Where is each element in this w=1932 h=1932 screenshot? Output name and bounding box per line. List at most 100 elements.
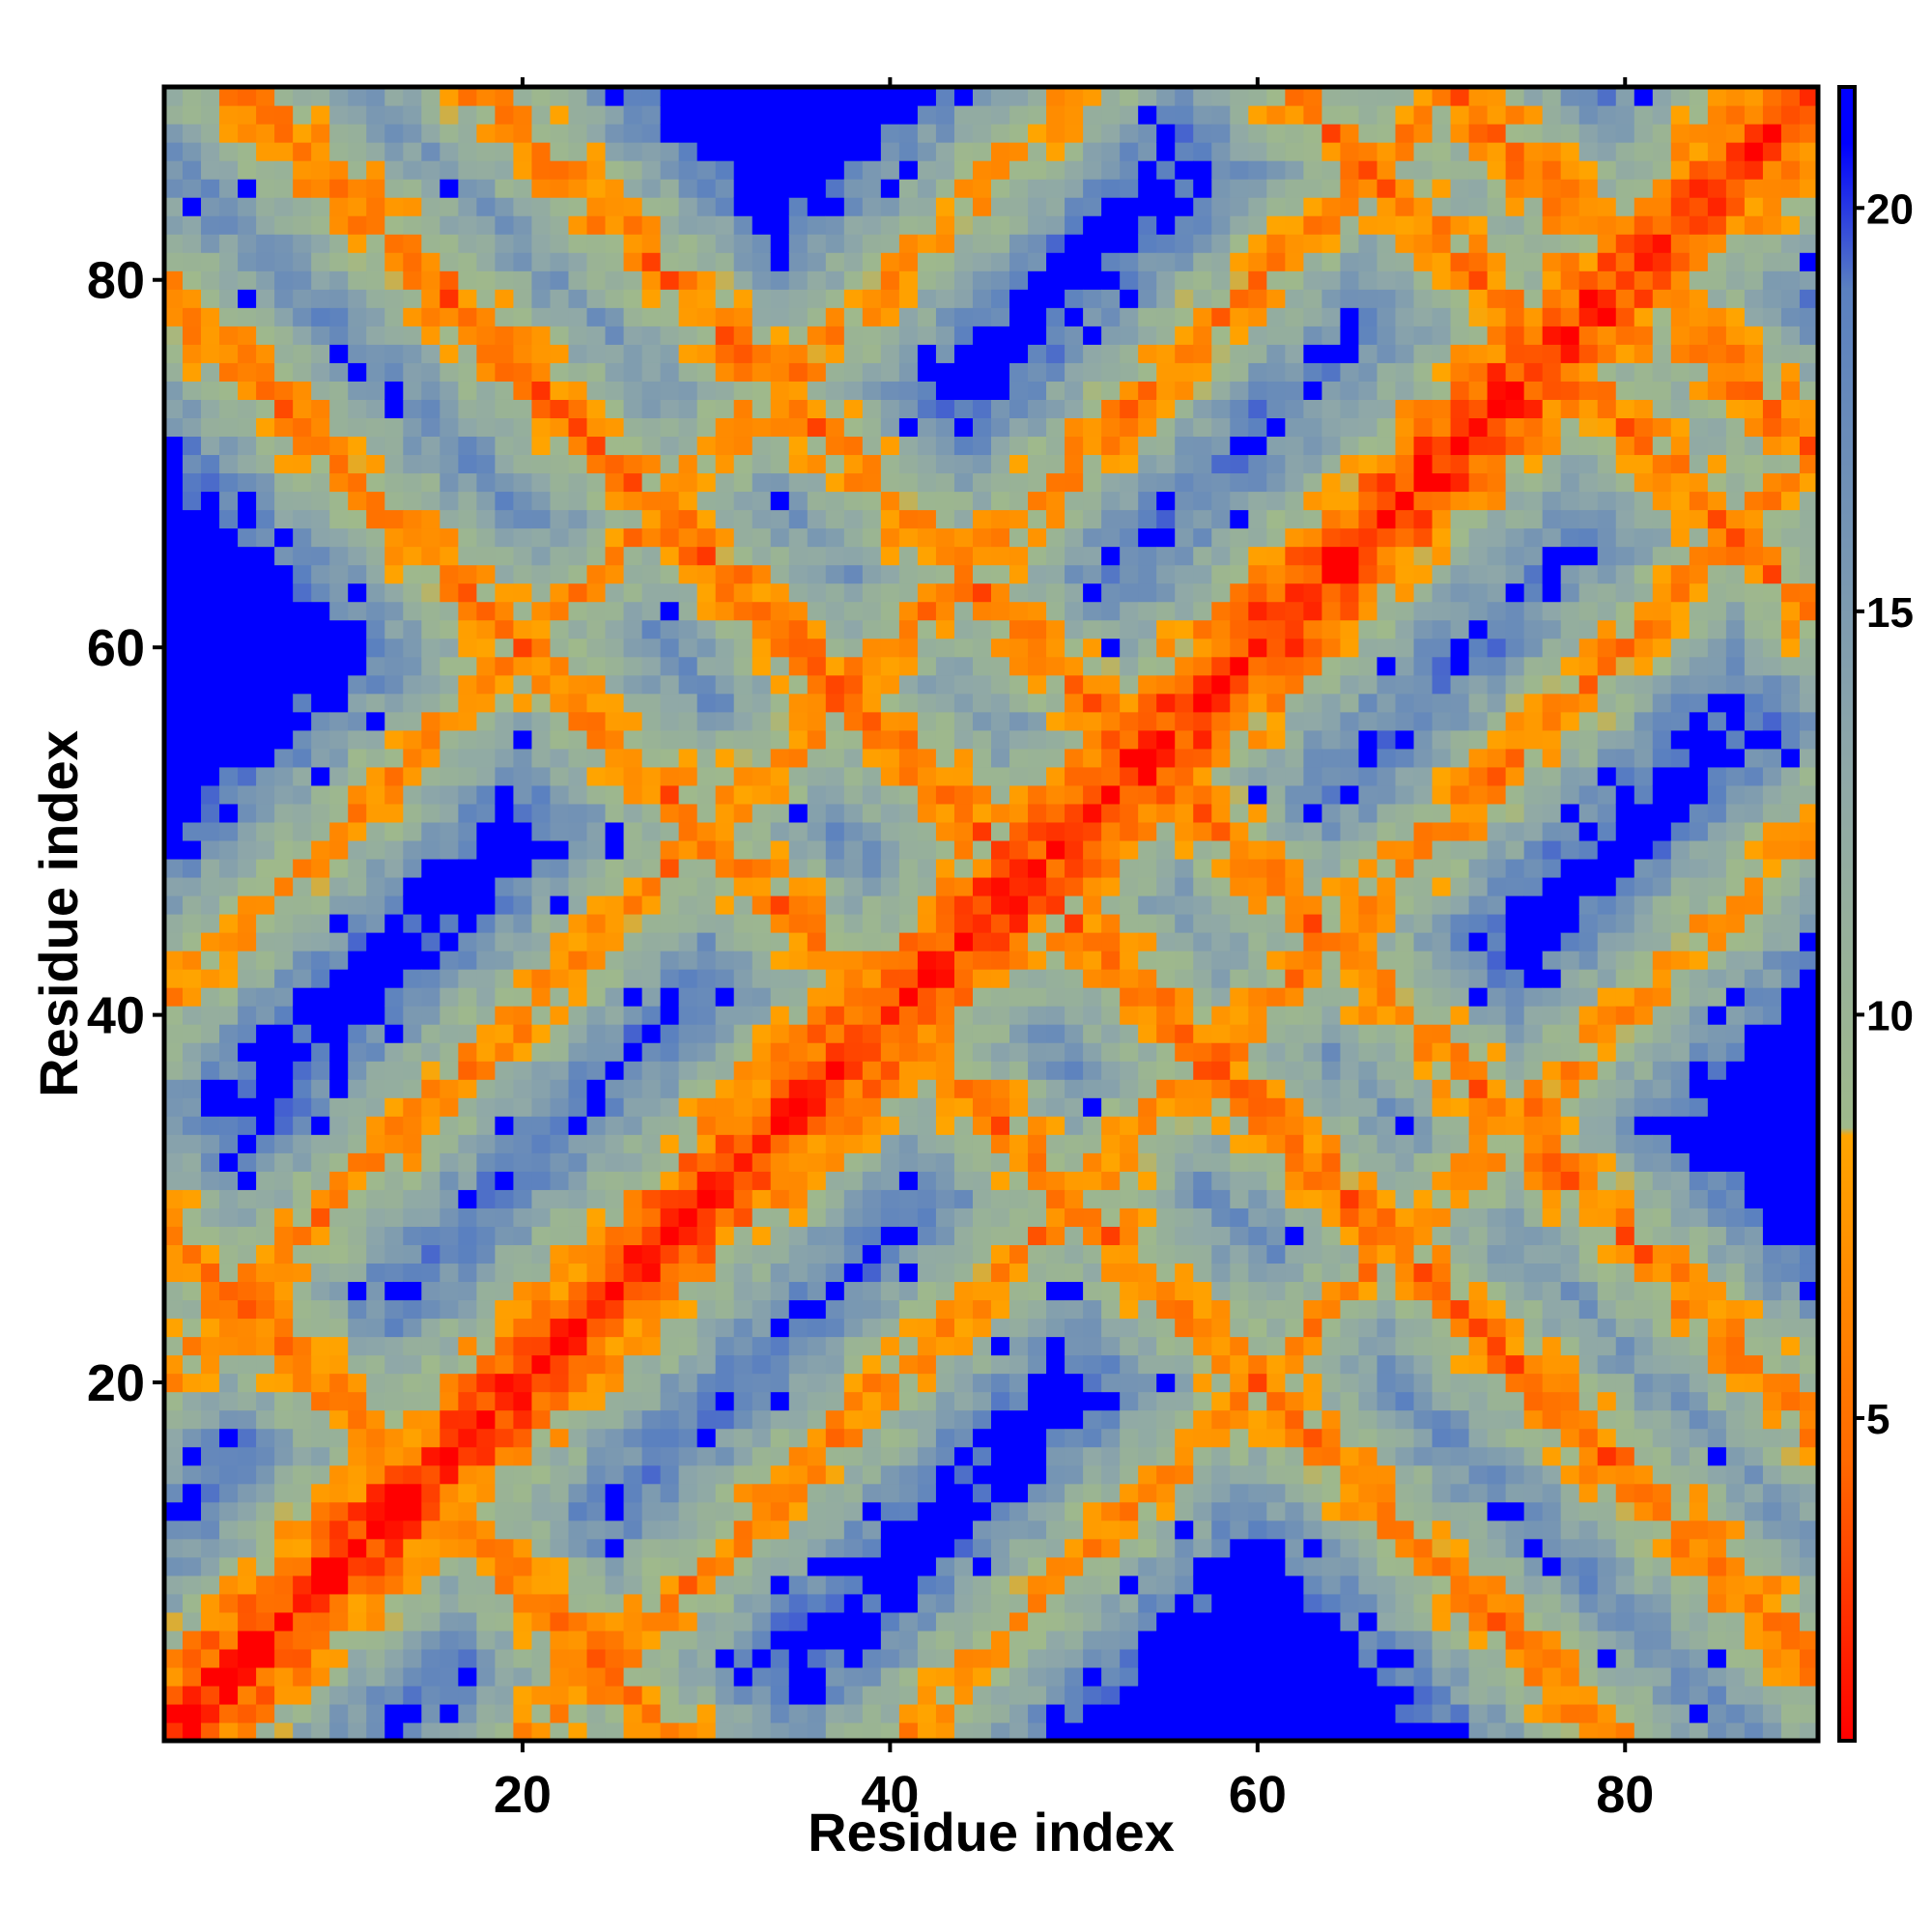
heatmap-cell (1138, 766, 1157, 786)
heatmap-cell (256, 876, 275, 896)
heatmap-cell (1101, 509, 1121, 529)
heatmap-cell (440, 1097, 459, 1117)
heatmap-cell (1120, 105, 1139, 125)
heatmap-cell (568, 1024, 588, 1043)
heatmap-cell (348, 1556, 367, 1577)
heatmap-cell (421, 711, 440, 731)
heatmap-cell (531, 1391, 552, 1411)
heatmap-cell (219, 601, 239, 621)
heatmap-cell (991, 179, 1010, 198)
heatmap-cell (898, 951, 919, 970)
heatmap-cell (311, 1721, 330, 1742)
heatmap-cell (972, 914, 992, 933)
heatmap-cell (1120, 1354, 1139, 1375)
heatmap-cell (696, 1024, 717, 1043)
heatmap-cell (678, 1061, 698, 1080)
heatmap-cell (953, 729, 974, 750)
heatmap-cell (219, 1079, 239, 1098)
heatmap-cell (917, 895, 937, 915)
heatmap-cell (1175, 1097, 1194, 1117)
heatmap-cell (660, 987, 680, 1007)
heatmap-cell (238, 839, 257, 860)
heatmap-cell (403, 858, 422, 878)
heatmap-cell (880, 1464, 900, 1485)
heatmap-cell (1156, 381, 1176, 400)
heatmap-cell (898, 1208, 919, 1227)
heatmap-cell (843, 619, 864, 639)
heatmap-cell (348, 729, 367, 750)
heatmap-cell (256, 234, 275, 253)
heatmap-cell (733, 381, 753, 400)
heatmap-cell (183, 582, 202, 603)
heatmap-cell (421, 1648, 440, 1668)
heatmap-cell (1138, 142, 1157, 161)
heatmap-cell (880, 1685, 900, 1705)
heatmap-cell (641, 914, 662, 933)
heatmap-cell (1175, 1520, 1194, 1540)
heatmap-cell (953, 234, 974, 253)
heatmap-cell (733, 1152, 753, 1172)
heatmap-cell (256, 821, 275, 841)
heatmap-cell (238, 1391, 257, 1411)
heatmap-cell (568, 1409, 588, 1430)
heatmap-cell (898, 1336, 919, 1356)
heatmap-cell (953, 527, 974, 548)
heatmap-cell (164, 1593, 184, 1613)
heatmap-cell (825, 436, 845, 456)
heatmap-cell (715, 693, 735, 713)
heatmap-cell (770, 803, 790, 823)
heatmap-cell (568, 1483, 588, 1503)
heatmap-cell (825, 1152, 845, 1172)
heatmap-cell (715, 638, 735, 658)
heatmap-cell (1175, 1648, 1194, 1668)
heatmap-cell (256, 1208, 275, 1227)
heatmap-cell (1065, 160, 1084, 180)
heatmap-cell (586, 1354, 607, 1375)
heatmap-cell (788, 1685, 809, 1705)
heatmap-cell (1175, 1152, 1194, 1172)
heatmap-cell (935, 1281, 955, 1301)
heatmap-cell (843, 105, 864, 125)
heatmap-cell (1175, 1501, 1194, 1521)
heatmap-cell (329, 1501, 349, 1521)
heatmap-cell (715, 546, 735, 566)
heatmap-cell (1009, 179, 1029, 198)
heatmap-cell (972, 1630, 992, 1650)
heatmap-cell (403, 951, 422, 970)
heatmap-cell (953, 1024, 974, 1043)
heatmap-cell (917, 344, 937, 363)
heatmap-cell (843, 1042, 864, 1062)
heatmap-cell (788, 895, 809, 915)
heatmap-cell (953, 142, 974, 161)
heatmap-cell (917, 564, 937, 584)
heatmap-cell (421, 564, 440, 584)
heatmap-cell (605, 1116, 625, 1135)
heatmap-cell (1065, 326, 1084, 345)
heatmap-cell (421, 638, 440, 658)
heatmap-cell (495, 215, 515, 235)
heatmap-cell (972, 1611, 992, 1632)
heatmap-cell (1156, 693, 1176, 713)
heatmap-cell (825, 951, 845, 970)
heatmap-cell (421, 674, 440, 695)
heatmap-cell (201, 215, 220, 235)
heatmap-cell (384, 1575, 404, 1595)
heatmap-cell (1065, 399, 1084, 418)
heatmap-cell (164, 1244, 184, 1264)
heatmap-cell (550, 803, 570, 823)
heatmap-cell (586, 1611, 607, 1632)
heatmap-cell (293, 1666, 312, 1687)
heatmap-cell (862, 1061, 882, 1080)
heatmap-cell (550, 1263, 570, 1283)
heatmap-cell (623, 1575, 643, 1595)
heatmap-cell (513, 234, 533, 253)
heatmap-cell (274, 914, 294, 933)
heatmap-cell (256, 1079, 275, 1098)
heatmap-cell (715, 784, 735, 805)
heatmap-cell (1046, 179, 1065, 198)
heatmap-cell (788, 1464, 809, 1485)
heatmap-cell (641, 1134, 662, 1153)
heatmap-cell (898, 252, 919, 271)
heatmap-cell (752, 362, 772, 382)
heatmap-cell (972, 142, 992, 161)
